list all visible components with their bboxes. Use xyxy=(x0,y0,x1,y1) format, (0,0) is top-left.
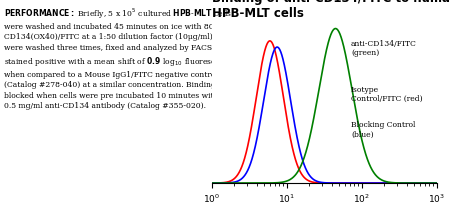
Text: Binding of anti-CD134/FITC to human
HPB-MLT cells: Binding of anti-CD134/FITC to human HPB-… xyxy=(212,0,450,20)
Text: anti-CD134/FITC
(green): anti-CD134/FITC (green) xyxy=(351,40,417,57)
Text: Blocking Control
(blue): Blocking Control (blue) xyxy=(351,121,415,139)
Text: $\bf{PERFORMANCE:}$ Briefly, 5 x 10$^5$ cultured $\bf{HPB}$-$\bf{MLT}$ cells
wer: $\bf{PERFORMANCE:}$ Briefly, 5 x 10$^5$ … xyxy=(4,6,253,110)
Text: Isotype
Control/FITC (red): Isotype Control/FITC (red) xyxy=(351,86,423,103)
